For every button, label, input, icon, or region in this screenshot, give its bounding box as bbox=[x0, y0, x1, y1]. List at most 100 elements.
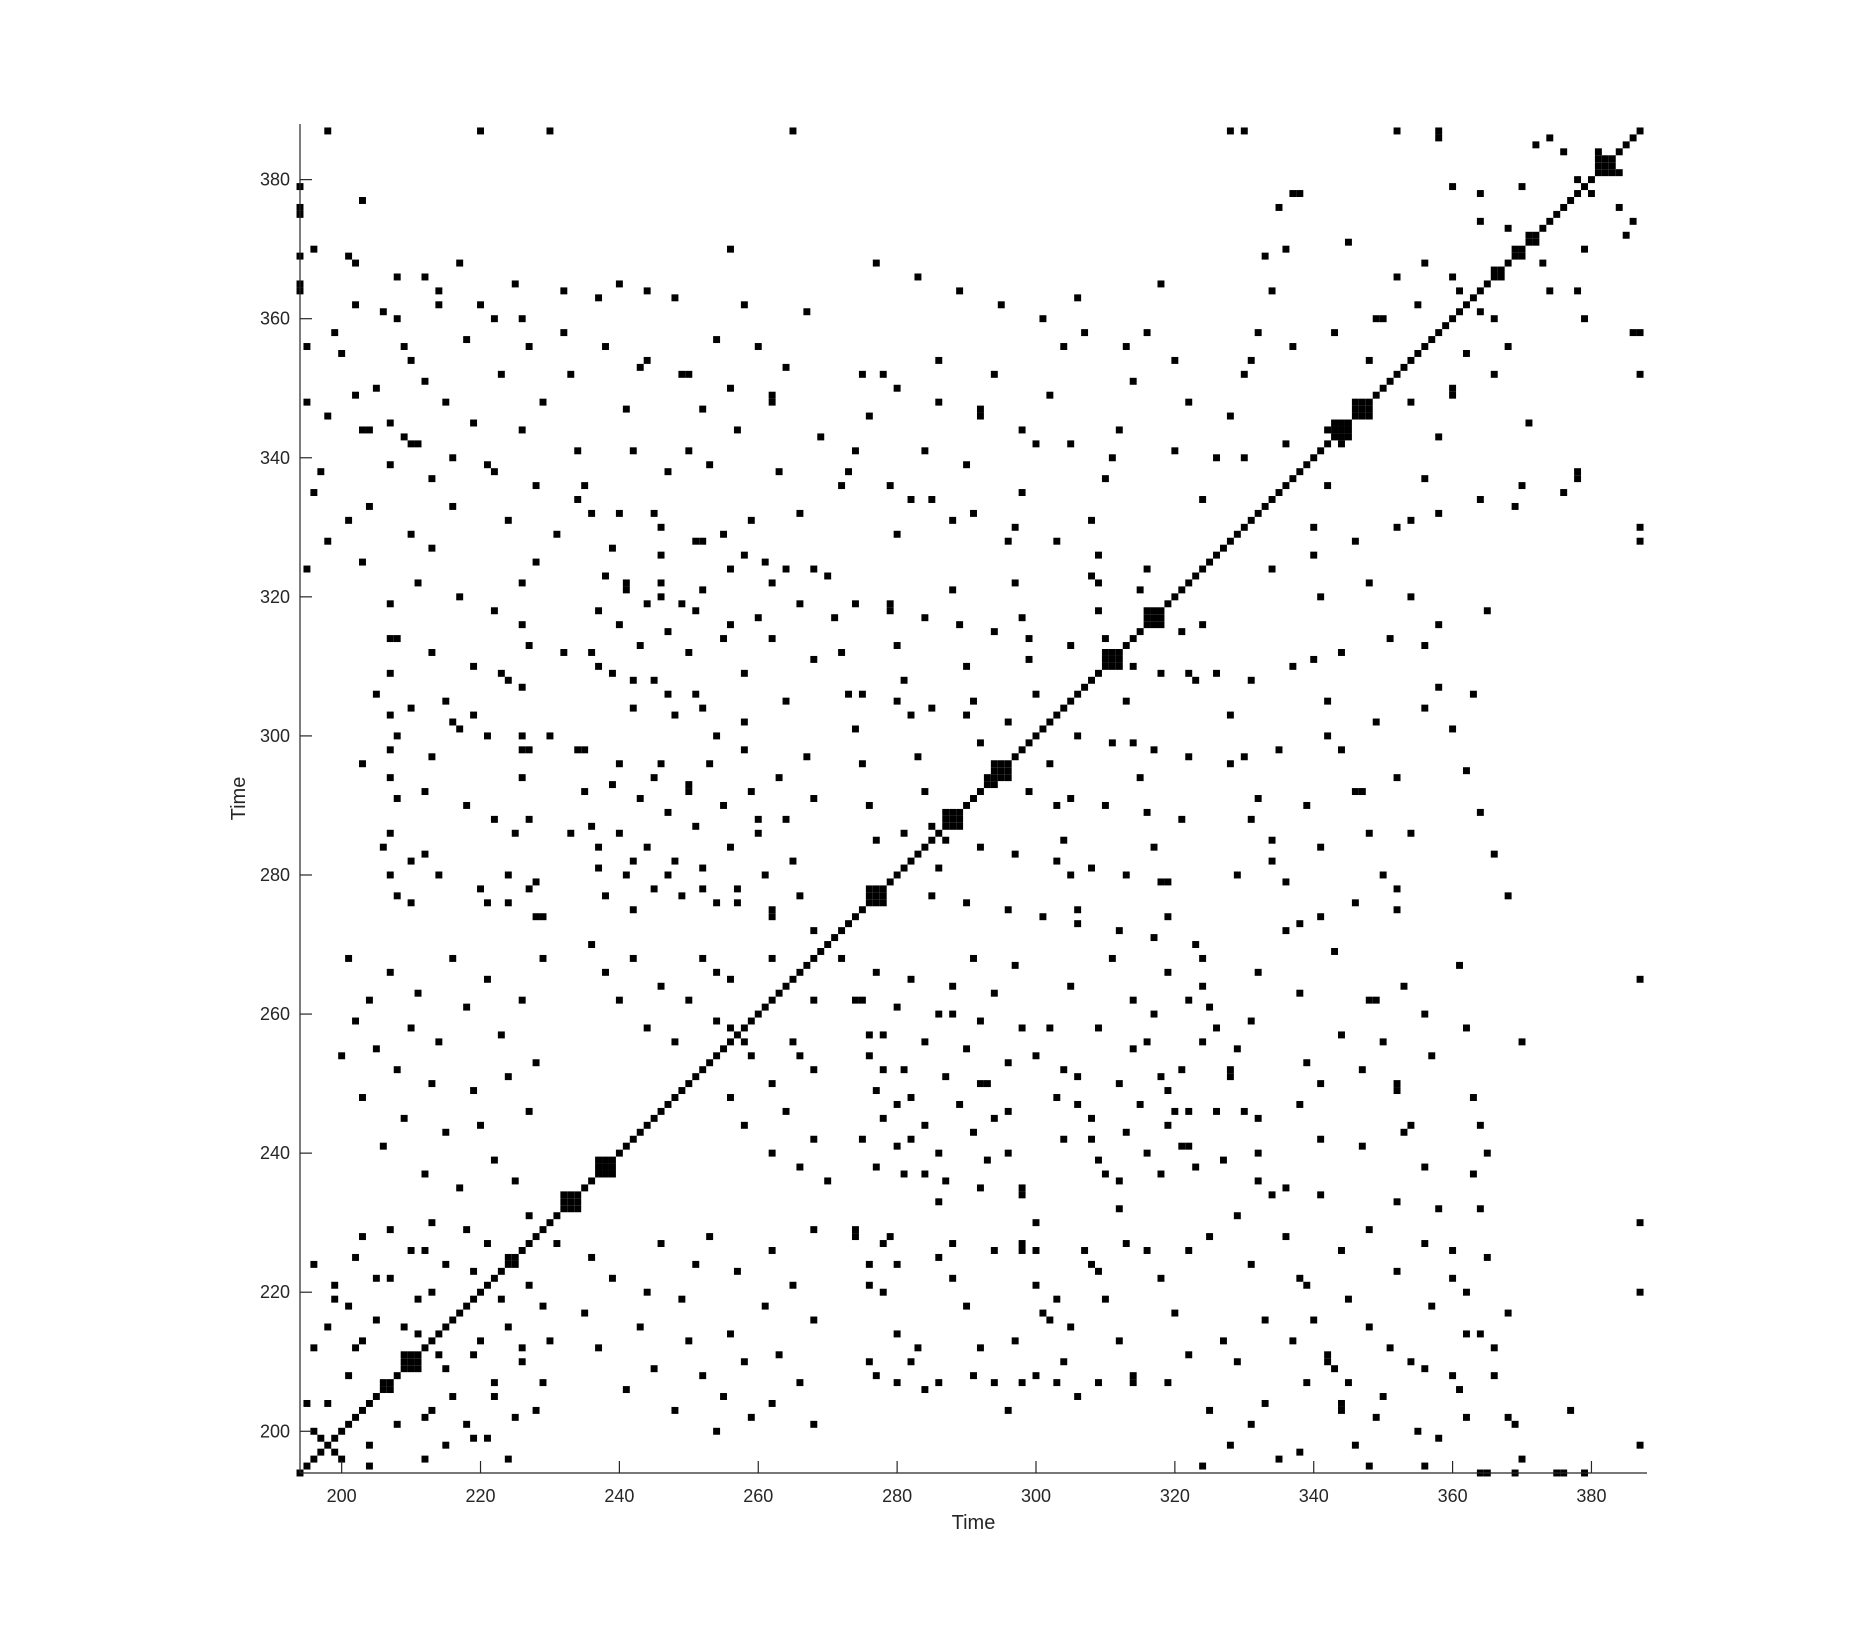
recurrence-cell bbox=[1587, 190, 1595, 198]
y-tick-label: 380 bbox=[260, 170, 290, 190]
block-cell bbox=[1115, 655, 1123, 663]
recurrence-cell bbox=[976, 843, 984, 851]
recurrence-cell bbox=[650, 774, 658, 782]
recurrence-cell bbox=[386, 669, 394, 677]
recurrence-cell bbox=[518, 1358, 526, 1366]
diagonal-cell bbox=[1074, 690, 1082, 698]
recurrence-cell bbox=[1095, 1024, 1102, 1032]
recurrence-cell bbox=[1060, 1358, 1068, 1366]
diagonal-cell bbox=[817, 948, 825, 955]
recurrence-cell bbox=[615, 621, 623, 629]
recurrence-cell bbox=[1303, 1379, 1311, 1387]
recurrence-cell bbox=[615, 280, 623, 288]
recurrence-cell bbox=[539, 1302, 547, 1310]
recurrence-cell bbox=[1032, 690, 1040, 698]
recurrence-cell bbox=[608, 669, 616, 677]
recurrence-cell bbox=[1532, 141, 1540, 149]
recurrence-cell bbox=[1629, 329, 1637, 337]
recurrence-cell bbox=[484, 1434, 491, 1442]
recurrence-cell bbox=[1213, 1024, 1220, 1032]
recurrence-cell bbox=[872, 836, 880, 844]
recurrence-cell bbox=[1435, 1434, 1443, 1442]
recurrence-cell bbox=[657, 982, 665, 990]
recurrence-cell bbox=[1483, 1149, 1491, 1157]
recurrence-cell bbox=[1344, 238, 1352, 246]
recurrence-cell bbox=[976, 1184, 984, 1192]
y-axis-label: Time bbox=[228, 777, 250, 821]
recurrence-cell bbox=[1199, 982, 1207, 990]
recurrence-cell bbox=[414, 989, 422, 997]
recurrence-cell bbox=[595, 662, 603, 670]
recurrence-cell bbox=[1101, 1170, 1109, 1178]
recurrence-cell bbox=[949, 1274, 957, 1282]
diagonal-cell bbox=[1122, 642, 1130, 649]
recurrence-cell bbox=[1393, 127, 1401, 135]
recurrence-cell bbox=[1004, 1149, 1012, 1157]
recurrence-cell bbox=[1122, 697, 1130, 705]
recurrence-cell bbox=[1129, 1372, 1137, 1380]
diagonal-cell bbox=[1213, 551, 1220, 559]
recurrence-cell bbox=[1476, 1121, 1484, 1129]
recurrence-cell bbox=[1032, 1052, 1040, 1060]
diagonal-cell bbox=[1317, 447, 1325, 455]
recurrence-cell bbox=[1060, 343, 1068, 350]
recurrence-cell bbox=[1282, 245, 1290, 253]
recurrence-cell bbox=[428, 649, 436, 656]
recurrence-cell bbox=[1463, 349, 1470, 357]
recurrence-cell bbox=[1247, 1420, 1255, 1428]
recurrence-cell bbox=[706, 461, 714, 469]
diagonal-cell bbox=[1136, 628, 1144, 636]
diagonal-cell bbox=[1233, 530, 1241, 538]
recurrence-cell bbox=[879, 1114, 887, 1122]
diagonal-cell bbox=[636, 1128, 644, 1136]
recurrence-cell bbox=[1456, 1386, 1463, 1394]
recurrence-cell bbox=[1574, 287, 1582, 295]
diagonal-cell bbox=[1358, 405, 1366, 413]
recurrence-cell bbox=[1025, 655, 1033, 663]
recurrence-cell bbox=[1018, 614, 1026, 622]
recurrence-cell bbox=[414, 1330, 422, 1338]
diagonal-cell bbox=[1553, 210, 1561, 218]
recurrence-cell bbox=[1594, 148, 1602, 156]
recurrence-cell bbox=[1636, 975, 1644, 983]
recurrence-cell bbox=[733, 1267, 741, 1275]
recurrence-cell bbox=[636, 363, 644, 371]
recurrence-cell bbox=[1067, 795, 1075, 802]
recurrence-cell bbox=[1185, 1351, 1193, 1359]
recurrence-cell bbox=[1574, 468, 1582, 476]
diagonal-cell bbox=[1449, 315, 1457, 323]
diagonal-cell bbox=[1456, 308, 1463, 316]
recurrence-cell bbox=[664, 871, 672, 879]
recurrence-cell bbox=[935, 1198, 943, 1206]
block-cell bbox=[990, 760, 998, 768]
recurrence-cell bbox=[1449, 1372, 1457, 1380]
recurrence-cell bbox=[477, 1121, 484, 1129]
recurrence-cell bbox=[393, 795, 401, 802]
recurrence-cell bbox=[1115, 1177, 1123, 1185]
recurrence-cell bbox=[518, 683, 526, 691]
recurrence-cell bbox=[1067, 871, 1075, 879]
recurrence-cell bbox=[407, 857, 415, 865]
recurrence-cell bbox=[907, 711, 915, 719]
recurrence-cell bbox=[914, 753, 922, 761]
recurrence-cell bbox=[1511, 502, 1519, 510]
recurrence-cell bbox=[400, 1114, 408, 1122]
recurrence-cell bbox=[1095, 551, 1102, 559]
recurrence-cell bbox=[1435, 1205, 1443, 1213]
recurrence-cell bbox=[650, 676, 658, 684]
recurrence-cell bbox=[851, 1233, 859, 1241]
block-cell bbox=[608, 1170, 616, 1178]
recurrence-cell bbox=[365, 1462, 373, 1470]
block-cell bbox=[1338, 419, 1345, 427]
recurrence-cell bbox=[851, 725, 859, 733]
recurrence-cell bbox=[1143, 329, 1151, 337]
diagonal-cell bbox=[733, 1031, 741, 1039]
recurrence-cell bbox=[1351, 788, 1359, 796]
recurrence-cell bbox=[365, 996, 373, 1004]
recurrence-cell bbox=[1268, 836, 1276, 844]
recurrence-cell bbox=[1490, 315, 1498, 323]
recurrence-cell bbox=[1310, 1316, 1318, 1324]
recurrence-cell bbox=[1358, 788, 1366, 796]
recurrence-cell bbox=[879, 1031, 887, 1039]
y-axis-ticks: 200 220 240 260 280 300 320 340 360 380 bbox=[260, 170, 312, 1441]
